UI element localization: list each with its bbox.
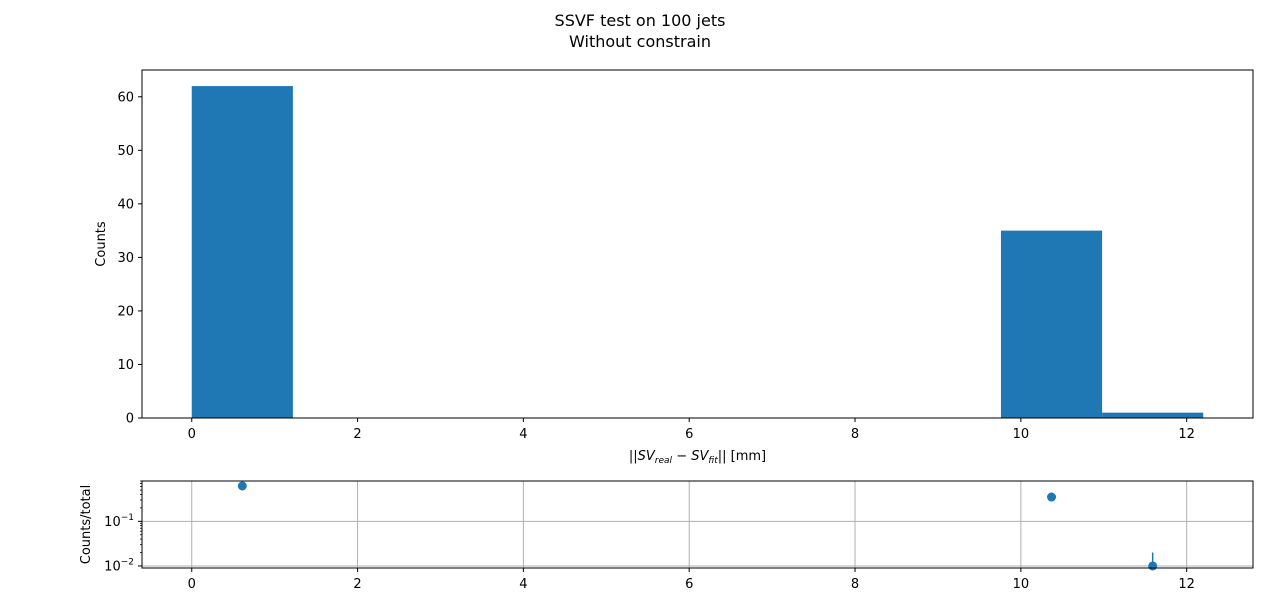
- ratio-x-tick-label: 8: [851, 577, 859, 592]
- ratio-x-tick-label: 0: [188, 577, 196, 592]
- histogram-y-tick-label: 10: [117, 358, 134, 373]
- ratio-y-tick-label: 10−1: [104, 513, 134, 530]
- ratio-y-tick-label: 10−2: [104, 557, 134, 574]
- chart-title-line1: SSVF test on 100 jets: [554, 11, 726, 30]
- ratio-point-2: [1148, 561, 1158, 571]
- histogram-y-tick-label: 20: [117, 304, 134, 319]
- histogram-x-axis-label: ||SVreal − SVfit|| [mm]: [629, 449, 766, 466]
- histogram-frame: [141, 69, 1254, 419]
- histogram-x-tick-label: 6: [685, 427, 693, 442]
- ratio-x-tick-label: 2: [353, 577, 361, 592]
- histogram-x-tick-label: 8: [851, 427, 859, 442]
- histogram-y-tick-label: 30: [117, 251, 134, 266]
- ratio-point-1: [1047, 492, 1057, 502]
- ratio-x-tick-label: 10: [1013, 577, 1030, 592]
- histogram-x-tick-label: 4: [519, 427, 527, 442]
- chart-title: SSVF test on 100 jets Without constrain: [0, 10, 1280, 52]
- ratio-point-0: [237, 481, 247, 491]
- histogram-y-tick-label: 0: [126, 412, 134, 427]
- histogram-bar-0: [191, 86, 293, 419]
- histogram-y-tick-label: 60: [117, 90, 134, 105]
- ratio-x-tick-label: 6: [685, 577, 693, 592]
- ratio-frame: [141, 480, 1254, 569]
- ratio-x-tick-label: 12: [1178, 577, 1195, 592]
- histogram-bar-2: [1102, 412, 1204, 418]
- ratio-x-tick-label: 4: [519, 577, 527, 592]
- histogram-x-tick-label: 0: [188, 427, 196, 442]
- histogram-bar-1: [1000, 230, 1103, 418]
- histogram-x-tick-label: 10: [1013, 427, 1030, 442]
- histogram-y-tick-label: 40: [117, 197, 134, 212]
- histogram-x-tick-label: 12: [1178, 427, 1195, 442]
- ratio-y-axis-label: Counts/total: [79, 485, 94, 565]
- histogram-x-tick-label: 2: [353, 427, 361, 442]
- histogram-panel: 0 2 4 6 8 10 12 0 10 20 30 40 50 60 ||SVreal − SVfit||…: [94, 69, 1254, 466]
- histogram-y-axis-label: Counts: [94, 221, 109, 267]
- ratio-panel: 0 2 4 6 8 10 12 10−2 10−1 Counts/total: [79, 480, 1254, 592]
- histogram-y-tick-label: 50: [117, 144, 134, 159]
- chart-title-line2: Without constrain: [569, 32, 711, 51]
